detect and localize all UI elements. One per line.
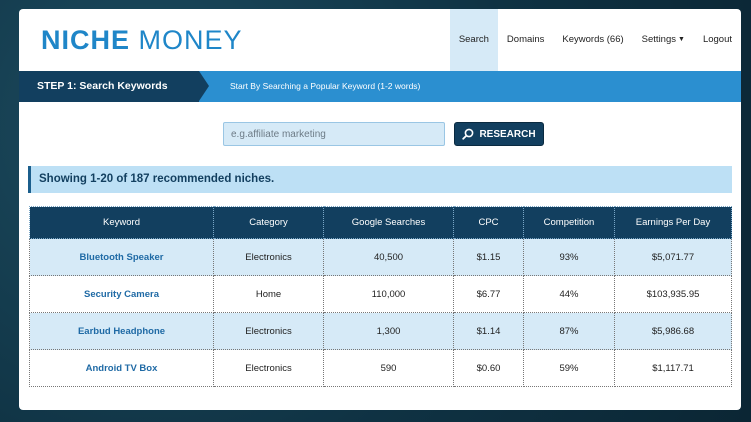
nav-settings[interactable]: Settings ▼ bbox=[633, 9, 694, 71]
category-cell: Electronics bbox=[213, 312, 324, 350]
competition-cell: 44% bbox=[523, 275, 615, 313]
cpc-cell: $0.60 bbox=[453, 349, 524, 387]
research-button[interactable]: RESEARCH bbox=[454, 122, 544, 146]
brand-logo[interactable]: NICHE MONEY bbox=[41, 24, 243, 56]
nav-keywords[interactable]: Keywords (66) bbox=[562, 34, 624, 45]
searches-cell: 1,300 bbox=[323, 312, 454, 350]
table-row: Bluetooth Speaker Electronics 40,500 $1.… bbox=[29, 238, 732, 276]
search-input[interactable] bbox=[223, 122, 445, 146]
nav-logout[interactable]: Logout bbox=[702, 34, 732, 45]
research-button-label: RESEARCH bbox=[479, 128, 536, 140]
searches-cell: 110,000 bbox=[323, 275, 454, 313]
header-earnings-per-day[interactable]: Earnings Per Day bbox=[614, 206, 732, 239]
results-summary: Showing 1-20 of 187 recommended niches. bbox=[28, 166, 732, 193]
keyword-link[interactable]: Android TV Box bbox=[29, 349, 214, 387]
table-row: Android TV Box Electronics 590 $0.60 59%… bbox=[29, 349, 732, 387]
keyword-link[interactable]: Security Camera bbox=[29, 275, 214, 313]
earnings-cell: $5,071.77 bbox=[614, 238, 732, 276]
cpc-cell: $6.77 bbox=[453, 275, 524, 313]
nav-settings-label: Settings bbox=[641, 34, 676, 45]
category-cell: Electronics bbox=[213, 349, 324, 387]
header-competition[interactable]: Competition bbox=[523, 206, 615, 239]
header-google-searches[interactable]: Google Searches bbox=[323, 206, 454, 239]
brand-bold: NICHE bbox=[41, 25, 131, 55]
searches-cell: 590 bbox=[323, 349, 454, 387]
step-arrow bbox=[199, 71, 209, 101]
earnings-cell: $5,986.68 bbox=[614, 312, 732, 350]
competition-cell: 87% bbox=[523, 312, 615, 350]
table-row: Security Camera Home 110,000 $6.77 44% $… bbox=[29, 275, 732, 313]
top-nav: Search Domains Keywords (66) Settings ▼ L… bbox=[449, 9, 741, 71]
category-cell: Electronics bbox=[213, 238, 324, 276]
header-category[interactable]: Category bbox=[213, 206, 324, 239]
cpc-cell: $1.14 bbox=[453, 312, 524, 350]
header-cpc[interactable]: CPC bbox=[453, 206, 524, 239]
step-hint: Start By Searching a Popular Keyword (1-… bbox=[230, 81, 421, 91]
header-keyword[interactable]: Keyword bbox=[29, 206, 214, 239]
earnings-cell: $1,117.71 bbox=[614, 349, 732, 387]
keyword-link[interactable]: Bluetooth Speaker bbox=[29, 238, 214, 276]
table-row: Earbud Headphone Electronics 1,300 $1.14… bbox=[29, 312, 732, 350]
nav-search[interactable]: Search bbox=[449, 9, 498, 71]
main-card: NICHE MONEY Search Domains Keywords (66)… bbox=[19, 9, 741, 410]
step-label: STEP 1: Search Keywords bbox=[19, 71, 199, 102]
earnings-cell: $103,935.95 bbox=[614, 275, 732, 313]
searches-cell: 40,500 bbox=[323, 238, 454, 276]
nav-domains[interactable]: Domains bbox=[506, 34, 545, 45]
results-table: Keyword Category Google Searches CPC Com… bbox=[29, 206, 732, 387]
category-cell: Home bbox=[213, 275, 324, 313]
step-bar: STEP 1: Search Keywords Start By Searchi… bbox=[19, 71, 741, 102]
cpc-cell: $1.15 bbox=[453, 238, 524, 276]
brand-light: MONEY bbox=[130, 25, 243, 55]
search-icon bbox=[462, 128, 474, 140]
competition-cell: 59% bbox=[523, 349, 615, 387]
keyword-link[interactable]: Earbud Headphone bbox=[29, 312, 214, 350]
table-header-row: Keyword Category Google Searches CPC Com… bbox=[29, 206, 732, 239]
caret-down-icon: ▼ bbox=[678, 36, 685, 43]
competition-cell: 93% bbox=[523, 238, 615, 276]
